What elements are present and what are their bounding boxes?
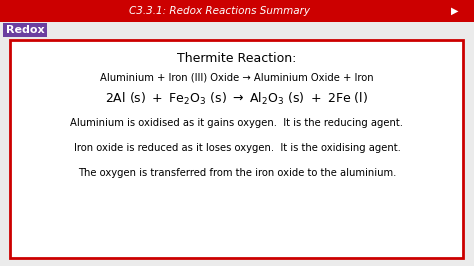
Text: Aluminium + Iron (III) Oxide → Aluminium Oxide + Iron: Aluminium + Iron (III) Oxide → Aluminium… <box>100 73 374 83</box>
Text: Iron oxide is reduced as it loses oxygen.  It is the oxidising agent.: Iron oxide is reduced as it loses oxygen… <box>73 143 401 153</box>
Bar <box>3 23 47 37</box>
Text: $\mathregular{2Al\ (s)\ +\ Fe_2O_3\ (s)\ \rightarrow \ Al_2O_3\ (s)\ +\ 2Fe\ (l): $\mathregular{2Al\ (s)\ +\ Fe_2O_3\ (s)\… <box>105 91 369 107</box>
Bar <box>0 0 474 22</box>
Text: Redox: Redox <box>6 25 44 35</box>
Text: Aluminium is oxidised as it gains oxygen.  It is the reducing agent.: Aluminium is oxidised as it gains oxygen… <box>71 118 403 128</box>
Text: The oxygen is transferred from the iron oxide to the aluminium.: The oxygen is transferred from the iron … <box>78 168 396 178</box>
Bar <box>10 40 463 258</box>
Text: Thermite Reaction:: Thermite Reaction: <box>177 52 297 65</box>
Text: C3.3.1: Redox Reactions Summary: C3.3.1: Redox Reactions Summary <box>129 6 310 16</box>
Text: ▶: ▶ <box>451 6 459 16</box>
